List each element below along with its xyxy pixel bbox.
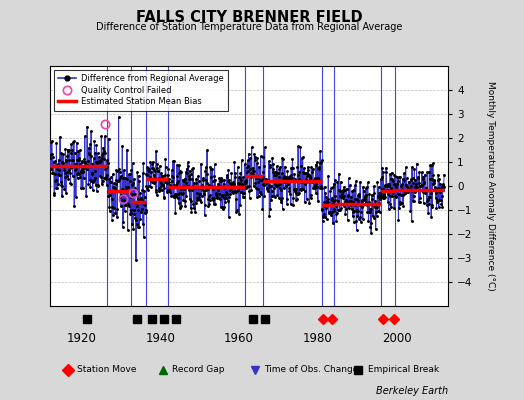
Text: Empirical Break: Empirical Break [367, 366, 439, 374]
Text: 1960: 1960 [224, 332, 254, 344]
Text: 1980: 1980 [303, 332, 333, 344]
Text: Time of Obs. Change: Time of Obs. Change [264, 366, 358, 374]
Text: 2000: 2000 [382, 332, 411, 344]
Text: 1920: 1920 [67, 332, 96, 344]
Legend: Difference from Regional Average, Quality Control Failed, Estimated Station Mean: Difference from Regional Average, Qualit… [54, 70, 227, 110]
Text: Berkeley Earth: Berkeley Earth [376, 386, 448, 396]
Text: Difference of Station Temperature Data from Regional Average: Difference of Station Temperature Data f… [96, 22, 402, 32]
Text: 1940: 1940 [145, 332, 175, 344]
Y-axis label: Monthly Temperature Anomaly Difference (°C): Monthly Temperature Anomaly Difference (… [486, 81, 495, 291]
Text: Station Move: Station Move [77, 366, 136, 374]
Text: Record Gap: Record Gap [172, 366, 225, 374]
Text: FALLS CITY BRENNER FIELD: FALLS CITY BRENNER FIELD [136, 10, 362, 25]
